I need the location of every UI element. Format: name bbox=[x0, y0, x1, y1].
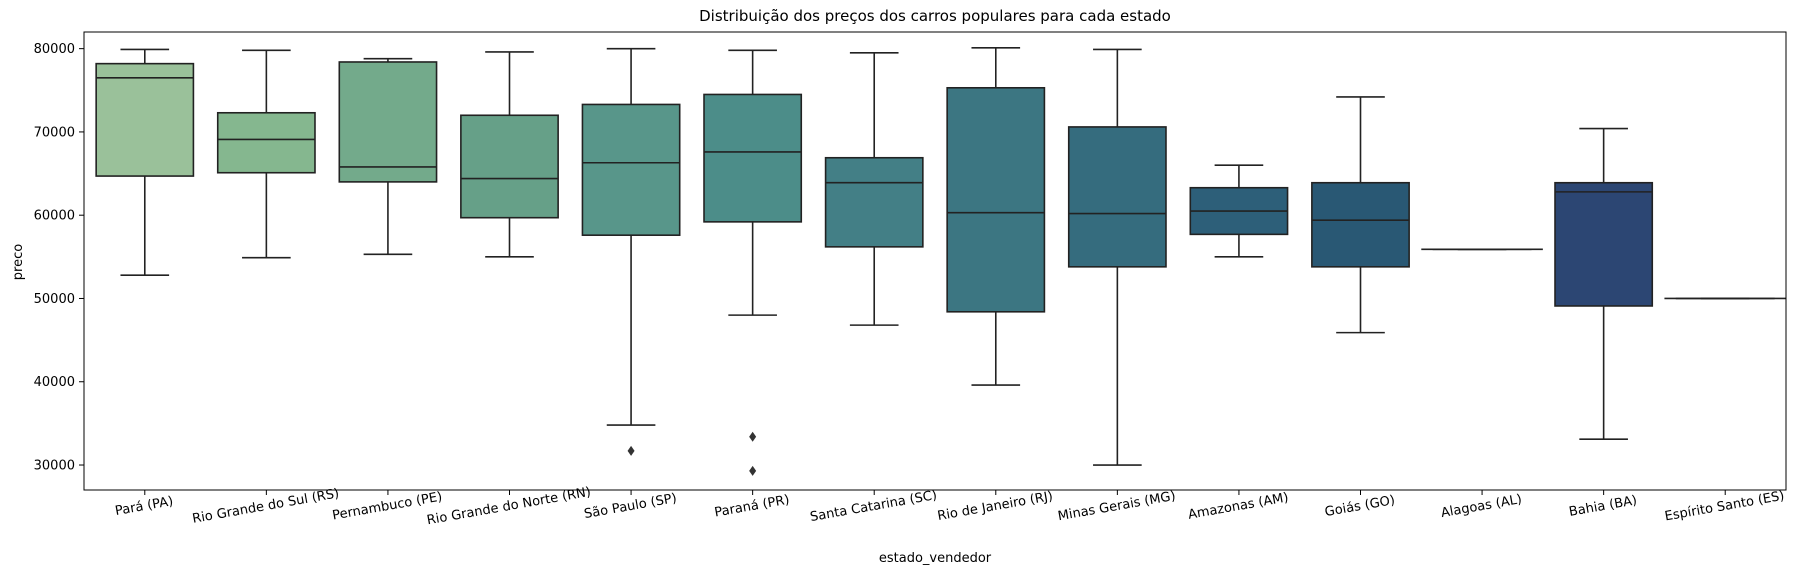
outlier-point bbox=[749, 465, 757, 476]
box-iqr bbox=[460, 114, 559, 219]
y-tick-label: 50000 bbox=[34, 292, 75, 307]
box-iqr bbox=[338, 61, 438, 183]
x-tick-label: Rio de Janeiro (RJ) bbox=[936, 489, 1054, 524]
box-iqr bbox=[1554, 181, 1654, 307]
chart-title: Distribuição dos preços dos carros popul… bbox=[699, 7, 1171, 25]
y-tick-label: 40000 bbox=[34, 375, 75, 390]
box-group bbox=[703, 49, 803, 476]
y-tick-label: 70000 bbox=[34, 125, 75, 140]
box-iqr bbox=[581, 103, 681, 236]
box-group bbox=[581, 47, 681, 456]
box-group bbox=[216, 49, 316, 259]
x-tick-label: Rio Grande do Norte (RN) bbox=[426, 485, 592, 529]
box-iqr bbox=[946, 86, 1046, 313]
x-tick-label: São Paulo (SP) bbox=[583, 491, 678, 522]
box-group bbox=[1189, 164, 1289, 258]
x-tick-label: Espírito Santo (ES) bbox=[1664, 489, 1786, 525]
y-tick-label: 80000 bbox=[34, 42, 75, 57]
box-group bbox=[1067, 48, 1167, 466]
x-tick-label: Paraná (PR) bbox=[713, 493, 790, 521]
x-tick-label: Bahia (BA) bbox=[1568, 493, 1638, 520]
x-tick-label: Alagoas (AL) bbox=[1440, 492, 1523, 521]
outlier-point bbox=[627, 445, 635, 456]
box-iqr bbox=[1067, 126, 1167, 268]
box-iqr bbox=[703, 93, 803, 223]
box-group bbox=[338, 57, 438, 256]
axes-frame bbox=[83, 31, 1787, 491]
x-tick-label: Rio Grande do Sul (RS) bbox=[191, 486, 340, 527]
plot-area bbox=[95, 47, 1786, 476]
x-tick-label: Goiás (GO) bbox=[1324, 493, 1396, 520]
x-axis-label: estado_vendedor bbox=[879, 551, 992, 566]
y-tick-label: 60000 bbox=[34, 209, 75, 224]
y-axis-label: preco bbox=[11, 244, 26, 280]
box-group bbox=[460, 51, 559, 258]
x-tick-label: Santa Catarina (SC) bbox=[809, 488, 938, 525]
outlier-point bbox=[749, 431, 757, 442]
box-group bbox=[1554, 127, 1654, 441]
x-tick-label: Amazonas (AM) bbox=[1187, 490, 1290, 522]
box-group bbox=[1311, 96, 1410, 334]
box-iqr bbox=[1311, 181, 1410, 268]
box-group bbox=[824, 52, 924, 326]
x-tick-label: Minas Gerais (MG) bbox=[1057, 489, 1177, 524]
y-tick-label: 30000 bbox=[34, 459, 75, 474]
box-group bbox=[946, 47, 1046, 386]
box-iqr bbox=[216, 111, 316, 174]
box-iqr bbox=[824, 156, 924, 248]
box-group bbox=[95, 48, 195, 276]
x-tick-label: Pará (PA) bbox=[114, 494, 174, 519]
box-iqr bbox=[95, 62, 195, 177]
